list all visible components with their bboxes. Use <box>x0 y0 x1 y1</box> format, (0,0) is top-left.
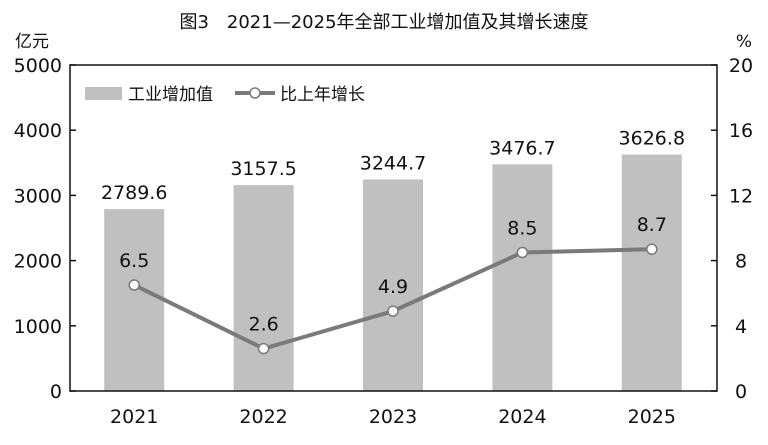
y2-tick-label: 12 <box>729 185 753 207</box>
line-point <box>257 342 270 355</box>
chart-title: 图3 2021—2025年全部工业增加值及其增长速度 <box>179 12 588 33</box>
line-label: 4.9 <box>378 276 408 298</box>
y2-tick-label: 0 <box>735 381 747 403</box>
y-tick-label: 5000 <box>14 55 62 77</box>
x-tick-label: 2021 <box>110 406 158 428</box>
y2-tick-label: 16 <box>729 120 753 142</box>
y-axis-label: 亿元 <box>15 32 49 52</box>
line-point <box>646 243 658 255</box>
y-tick-label: 0 <box>50 381 62 403</box>
line-label: 8.5 <box>507 217 537 239</box>
y-tick-label: 1000 <box>14 316 62 338</box>
bar <box>363 179 423 391</box>
line-point <box>387 305 399 317</box>
y-tick-label: 2000 <box>14 251 62 273</box>
y-tick-label: 4000 <box>14 120 62 142</box>
legend: 工业增加值 比上年增长 <box>85 85 365 105</box>
legend-swatch-marker <box>249 87 261 99</box>
y2-tick-label: 8 <box>735 251 747 273</box>
line-point <box>516 246 529 259</box>
bar-label: 3157.5 <box>230 158 296 180</box>
x-tick-label: 2024 <box>498 406 546 428</box>
bar <box>104 209 165 391</box>
y2-tick-label: 20 <box>729 55 753 77</box>
line-label: 2.6 <box>248 314 278 336</box>
bar-label: 2789.6 <box>101 182 167 204</box>
legend-label-line: 比上年增长 <box>280 85 365 105</box>
bar <box>621 154 682 391</box>
line-point <box>128 279 140 291</box>
x-tick-label: 2025 <box>628 406 676 428</box>
y-tick-label: 3000 <box>14 185 62 207</box>
bar <box>233 185 294 391</box>
y2-axis-label: % <box>736 32 752 52</box>
plot-frame <box>69 64 718 392</box>
y2-tick-label: 4 <box>735 316 747 338</box>
line-label: 6.5 <box>119 250 149 272</box>
legend-label-bar: 工业增加值 <box>128 85 213 105</box>
bar <box>492 164 553 391</box>
x-tick-label: 2023 <box>369 406 417 428</box>
line-label: 8.7 <box>637 214 667 236</box>
bar-label: 3244.7 <box>360 152 426 174</box>
legend-swatch-bar <box>85 87 122 100</box>
bar-label: 3626.8 <box>619 128 685 150</box>
x-tick-label: 2022 <box>239 406 287 428</box>
bar-label: 3476.7 <box>489 137 555 159</box>
